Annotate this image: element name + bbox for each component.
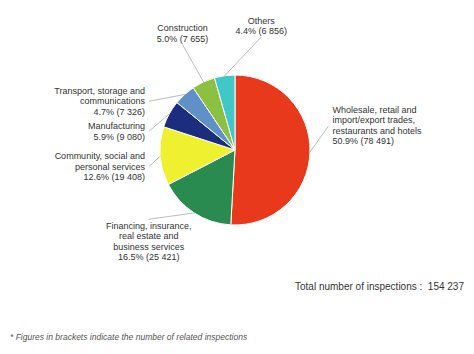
slice-label: Manufacturing5.9% (9 080): [88, 121, 145, 141]
footnote: * Figures in brackets indicate the numbe…: [10, 332, 248, 342]
slice-label-line: Transport, storage and: [54, 86, 145, 96]
slice-label-line: business services: [113, 242, 185, 252]
leader-line: [149, 95, 185, 102]
slice-label-line: Others: [248, 16, 276, 26]
slice-label-line: 4.4% (6 856): [235, 26, 287, 36]
pie-slice: [231, 75, 310, 225]
pie: [160, 75, 310, 225]
pie-slice: [215, 75, 235, 150]
leader-line: [225, 37, 262, 76]
slice-label-line: communications: [80, 96, 146, 106]
labels: Wholesale, retail andimport/export trade…: [54, 16, 422, 263]
slice-label: Others4.4% (6 856): [235, 16, 287, 37]
slice-label-line: real estate and: [119, 231, 179, 241]
slice-label: Construction5.0% (7 655): [157, 23, 209, 44]
leader-line: [310, 126, 329, 152]
slice-label: Financing, insurance,real estate andbusi…: [106, 221, 192, 263]
chart: Wholesale, retail andimport/export trade…: [0, 0, 474, 354]
slice-label-line: Construction: [157, 23, 208, 33]
leader-line: [149, 156, 160, 166]
slice-label-line: Manufacturing: [88, 121, 145, 131]
slice-label-line: import/export trades,: [333, 115, 416, 125]
slice-label-line: 5.9% (9 080): [93, 132, 145, 142]
slice-label-line: 4.7% (7 326): [93, 107, 145, 117]
slice-label-line: restaurants and hotels: [333, 126, 423, 136]
leader-line: [149, 213, 194, 219]
slice-label-line: 16.5% (25 421): [118, 252, 180, 262]
slice-label-line: Community, social and: [55, 151, 145, 161]
leader-line: [149, 114, 169, 131]
slice-label-line: personal services: [75, 162, 146, 172]
slice-label-line: 12.6% (19 408): [83, 172, 145, 182]
slice-label: Wholesale, retail andimport/export trade…: [333, 105, 423, 146]
slice-label: Transport, storage andcommunications4.7%…: [54, 86, 145, 117]
total-text: Total number of inspections : 154 237: [295, 281, 464, 292]
slice-label-line: 50.9% (78 491): [333, 136, 395, 146]
slice-label-line: 5.0% (7 655): [157, 34, 209, 44]
leader-line: [183, 45, 204, 82]
slice-label-line: Wholesale, retail and: [333, 105, 417, 115]
slice-label-line: Financing, insurance,: [106, 221, 192, 231]
slice-label: Community, social andpersonal services12…: [55, 151, 146, 182]
